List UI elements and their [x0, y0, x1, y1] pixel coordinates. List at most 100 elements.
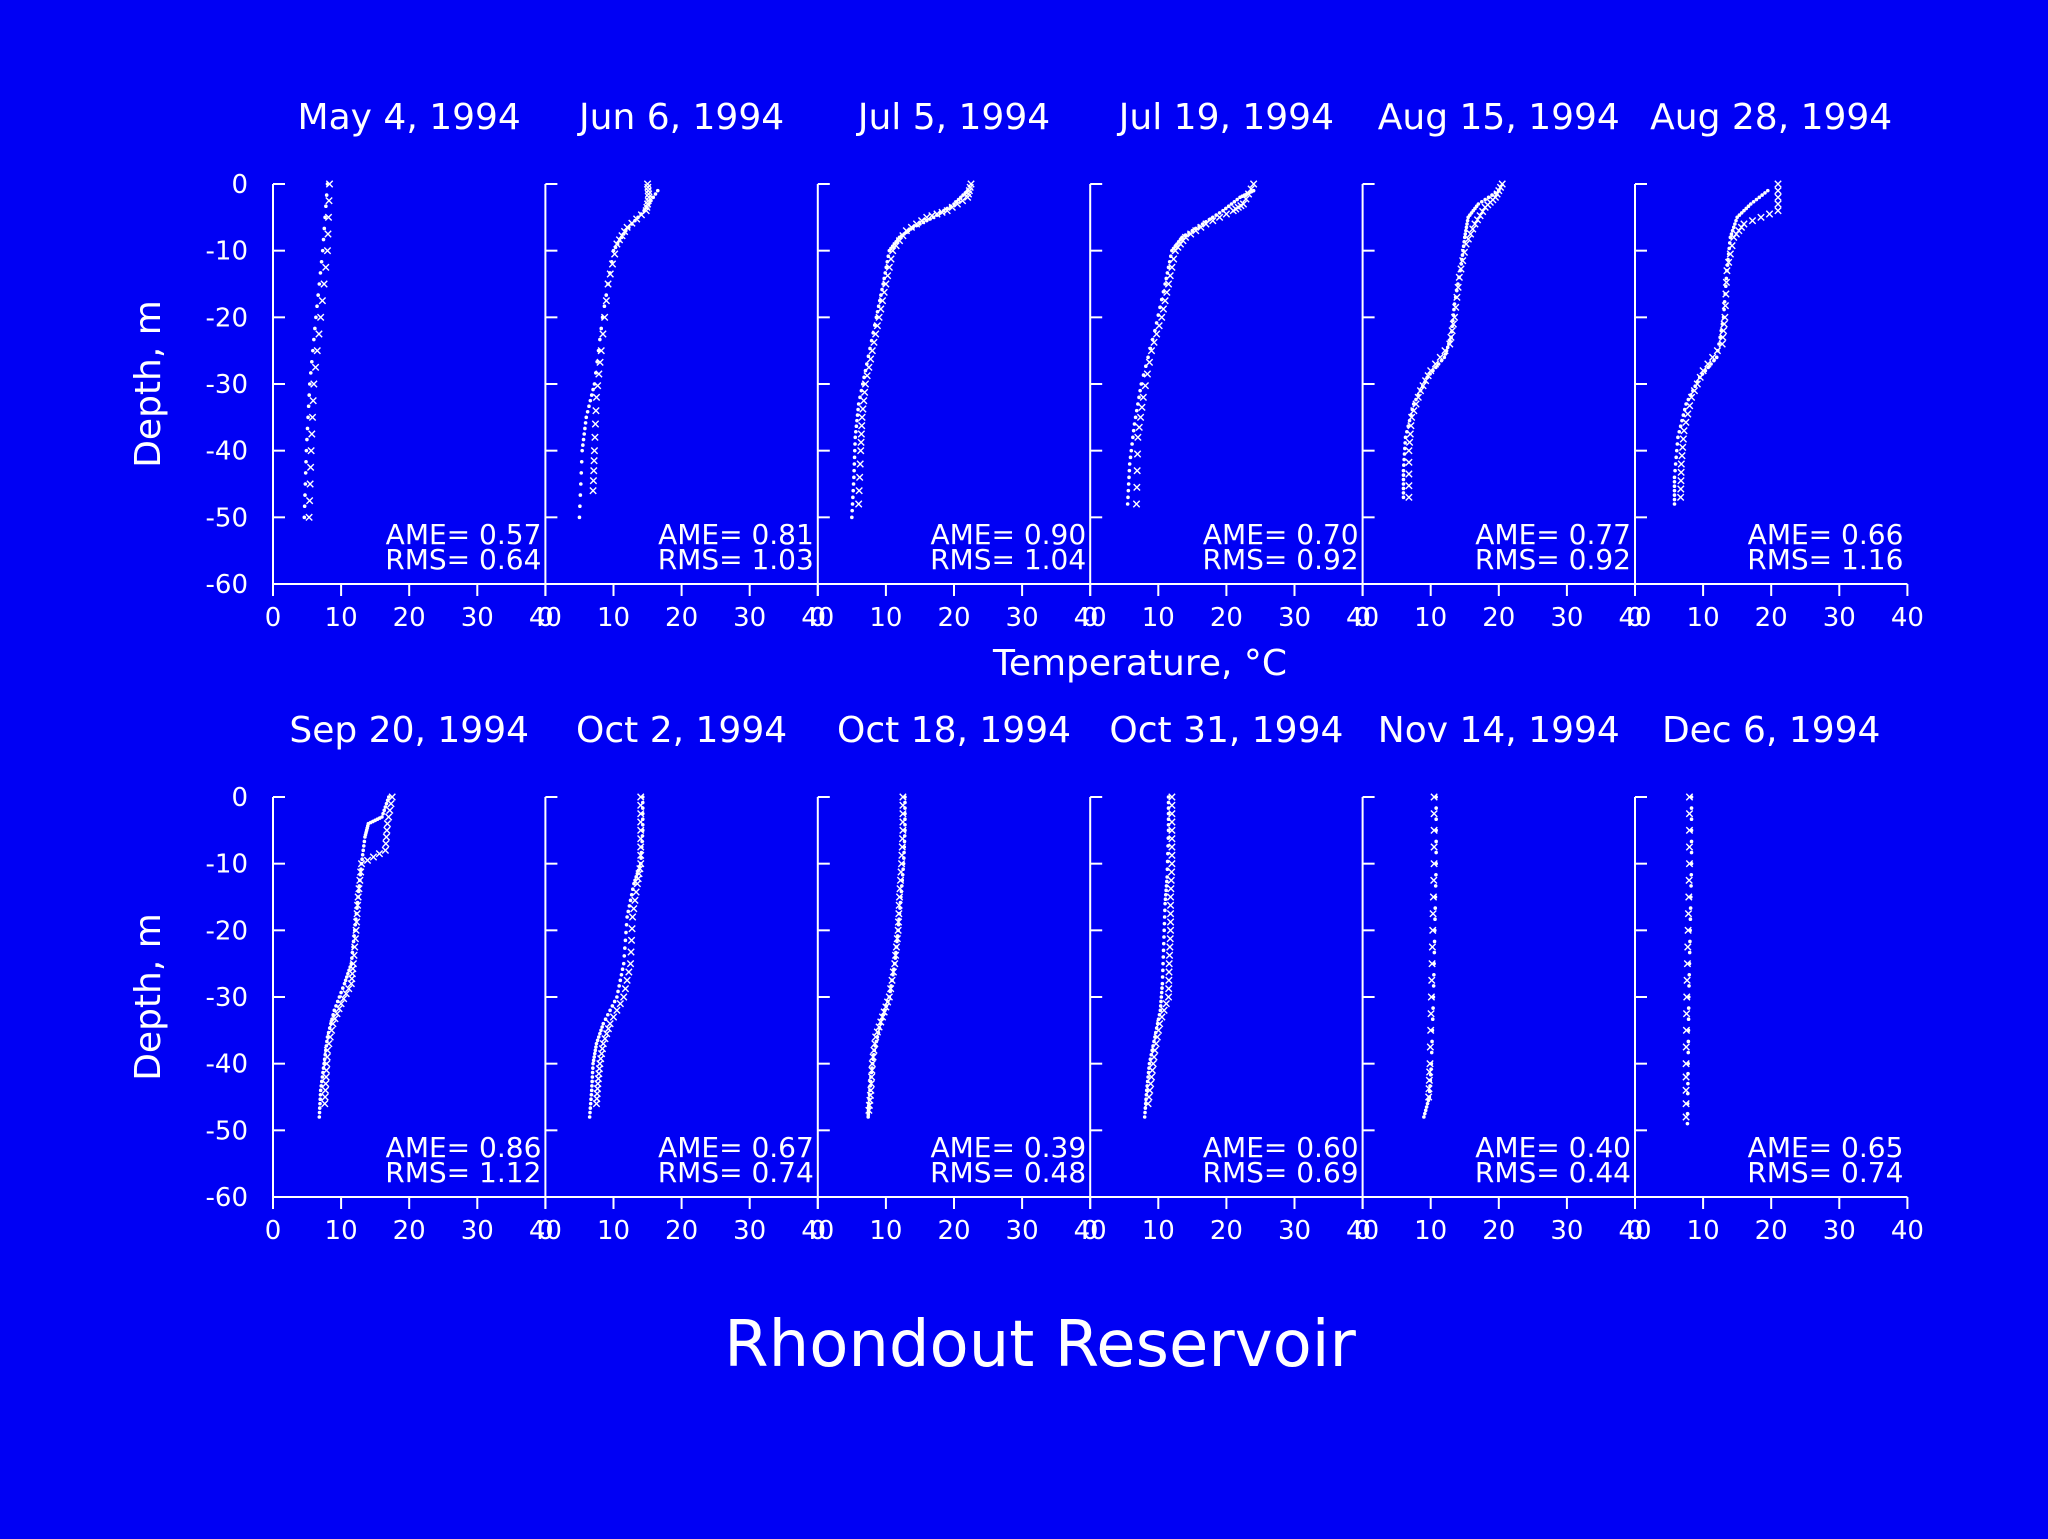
observed-point — [873, 1028, 882, 1036]
simulated-point — [625, 915, 629, 919]
observed-point — [1720, 320, 1728, 328]
observed-point — [1450, 313, 1459, 322]
observed-point — [613, 1006, 621, 1015]
x-tick-label: 10 — [325, 603, 358, 633]
observed-point — [896, 884, 904, 893]
observed-point — [592, 406, 600, 415]
observed-point — [608, 260, 617, 268]
observed-point — [1719, 333, 1727, 342]
simulated-point — [590, 1079, 594, 1084]
simulated-point — [1765, 188, 1770, 193]
observed-point — [637, 793, 645, 801]
observed-point — [1427, 1009, 1435, 1018]
observed-point — [857, 438, 865, 447]
observed-point — [606, 270, 614, 278]
y-tick-label: -10 — [206, 850, 248, 880]
x-tick-label: 30 — [1278, 1216, 1311, 1246]
observed-point — [857, 446, 865, 455]
observed-point — [305, 496, 314, 505]
observed-point — [1682, 1073, 1690, 1081]
simulated-point — [1128, 455, 1133, 460]
observed-point — [322, 263, 330, 272]
observed-point — [1476, 211, 1484, 220]
simulated-point — [591, 387, 595, 392]
simulated-point — [1126, 482, 1131, 486]
simulated-point — [850, 502, 855, 506]
observed-point — [590, 446, 599, 455]
simulated-point — [1686, 1006, 1691, 1010]
observed-point — [627, 948, 635, 956]
observed-point — [1722, 278, 1731, 287]
observed-point — [387, 799, 395, 808]
simulated-point — [1146, 1075, 1150, 1079]
observed-point — [1684, 410, 1692, 418]
observed-point — [1148, 1066, 1157, 1075]
simulated-point — [588, 398, 593, 403]
page-title: Rhondout Reservoir — [724, 1308, 1356, 1382]
simulated-point — [1160, 986, 1164, 990]
observed-point — [867, 1073, 876, 1081]
simulated-point — [1734, 218, 1738, 223]
observed-point — [1693, 380, 1702, 388]
simulated-point — [579, 459, 584, 464]
observed-point — [609, 1013, 618, 1021]
simulated-point — [1432, 972, 1436, 977]
simulated-point — [1465, 222, 1469, 226]
simulated-point — [590, 1075, 595, 1079]
observed-point — [1677, 460, 1686, 468]
simulated-point — [610, 1004, 615, 1008]
simulated-point — [1728, 235, 1733, 240]
observed-point — [892, 943, 901, 951]
simulated-point — [1751, 199, 1756, 204]
x-tick-label: 20 — [393, 603, 426, 633]
simulated-point — [1166, 795, 1171, 799]
observed-point — [309, 396, 317, 405]
observed-point — [602, 296, 611, 305]
simulated-point — [592, 1055, 597, 1059]
simulated-point — [1130, 442, 1134, 446]
observed-point — [604, 1024, 613, 1033]
simulated-point — [1479, 199, 1484, 204]
simulated-point — [1434, 839, 1438, 844]
simulated-point — [1429, 1050, 1434, 1055]
simulated-point — [1161, 968, 1165, 973]
simulated-point — [1672, 497, 1677, 502]
simulated-point — [581, 443, 585, 447]
simulated-point — [339, 990, 343, 995]
observed-point — [1721, 313, 1729, 322]
observed-point — [592, 1099, 601, 1108]
simulated-point — [319, 1084, 324, 1088]
observed-point — [1685, 876, 1693, 885]
observed-point — [637, 851, 645, 860]
observed-point — [384, 813, 393, 821]
x-tick-label: 10 — [1414, 1216, 1447, 1246]
simulated-point — [1232, 199, 1237, 204]
observed-point — [867, 1079, 875, 1088]
simulated-point — [303, 471, 308, 475]
observed-point — [1144, 1099, 1152, 1108]
simulated-point — [1161, 941, 1166, 946]
simulated-point — [318, 1088, 323, 1093]
observed-point — [339, 994, 348, 1003]
simulated-point — [1422, 1111, 1427, 1116]
observed-point — [1466, 230, 1475, 238]
observed-point — [1132, 500, 1141, 508]
observed-point — [589, 476, 598, 485]
simulated-point — [1434, 872, 1438, 877]
x-tick-label: 10 — [597, 603, 630, 633]
simulated-point — [853, 435, 858, 440]
observed-point — [948, 203, 956, 212]
simulated-point — [1402, 463, 1406, 467]
x-tick-label: 40 — [1346, 603, 1379, 633]
simulated-point — [362, 844, 366, 848]
observed-point — [630, 904, 638, 913]
simulated-point — [623, 946, 627, 950]
observed-point — [1682, 1086, 1690, 1095]
observed-point — [388, 793, 396, 801]
simulated-point — [1733, 222, 1737, 226]
observed-point — [1169, 255, 1178, 263]
observed-point — [883, 998, 892, 1006]
simulated-point — [386, 795, 391, 799]
panel: Sep 20, 1994 0 -10 -20 -30 -40 -50 -60 0 10 20 30 40… — [206, 710, 562, 1246]
